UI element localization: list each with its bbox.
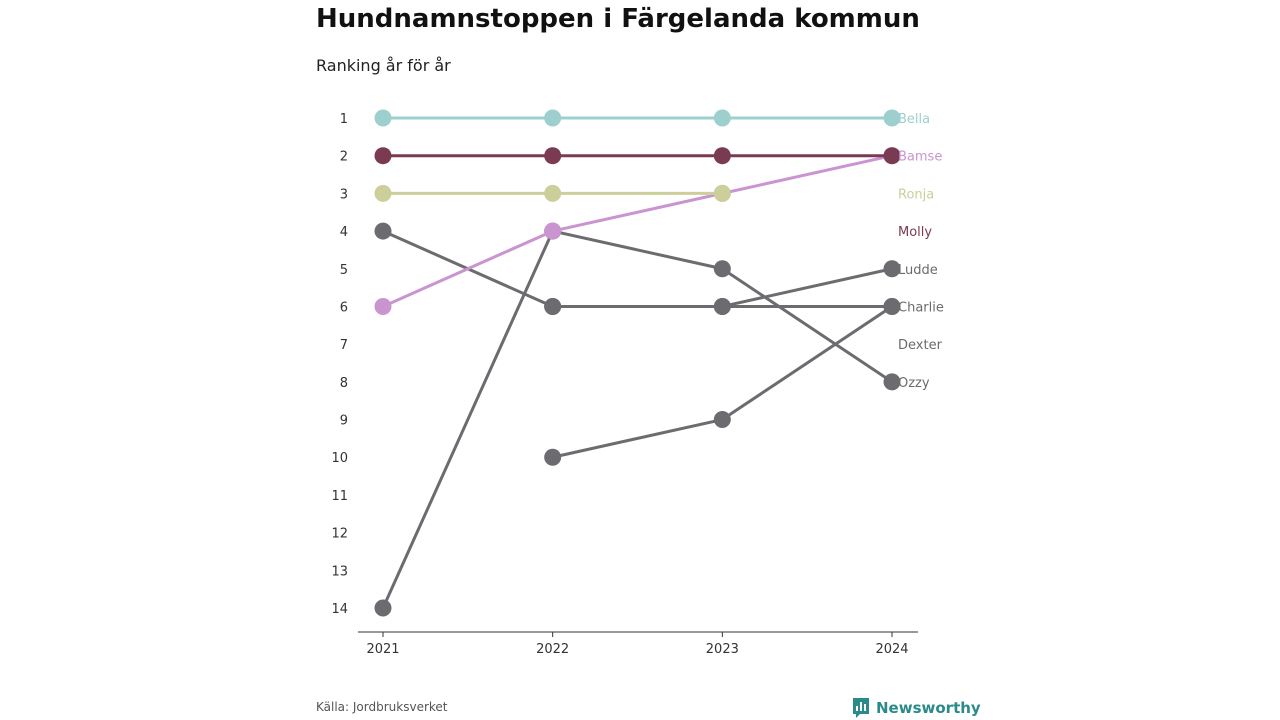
data-point bbox=[883, 373, 901, 391]
data-point bbox=[544, 222, 562, 240]
y-tick-label: 6 bbox=[340, 300, 348, 315]
data-point bbox=[544, 448, 562, 466]
x-tick-label: 2022 bbox=[536, 642, 569, 657]
series-end-label: Ludde bbox=[898, 263, 938, 278]
data-point bbox=[883, 109, 901, 127]
chart-title: Hundnamnstoppen i Färgelanda kommun bbox=[316, 4, 920, 34]
data-point bbox=[544, 184, 562, 202]
chart-subtitle: Ranking år för år bbox=[316, 56, 451, 75]
data-point bbox=[883, 147, 901, 165]
y-tick-label: 2 bbox=[340, 150, 348, 165]
data-point bbox=[713, 109, 731, 127]
y-tick-label: 11 bbox=[331, 489, 348, 504]
data-point bbox=[544, 147, 562, 165]
brand-logo: Newsworthy bbox=[852, 697, 981, 719]
series-end-label: Dexter bbox=[898, 338, 943, 353]
data-point bbox=[713, 184, 731, 202]
data-point bbox=[883, 260, 901, 278]
y-tick-label: 1 bbox=[340, 112, 348, 127]
y-tick-label: 4 bbox=[340, 225, 348, 240]
series-end-label: Ozzy bbox=[898, 376, 930, 391]
data-point bbox=[374, 109, 392, 127]
data-point bbox=[374, 222, 392, 240]
data-point bbox=[883, 297, 901, 315]
y-tick-label: 5 bbox=[340, 263, 348, 278]
x-tick-label: 2024 bbox=[875, 642, 908, 657]
y-tick-label: 3 bbox=[340, 187, 348, 202]
y-tick-label: 12 bbox=[331, 527, 348, 542]
brand-name: Newsworthy bbox=[876, 699, 981, 717]
data-point bbox=[544, 297, 562, 315]
y-tick-label: 10 bbox=[331, 451, 348, 466]
bar-chart-pin-icon bbox=[853, 698, 869, 718]
series-end-label: Bamse bbox=[898, 150, 942, 165]
y-tick-label: 8 bbox=[340, 376, 348, 391]
data-point bbox=[713, 411, 731, 429]
y-tick-label: 14 bbox=[331, 602, 348, 617]
data-point bbox=[374, 147, 392, 165]
series-end-label: Ronja bbox=[898, 187, 934, 202]
data-point bbox=[544, 109, 562, 127]
data-point bbox=[713, 147, 731, 165]
data-point bbox=[374, 297, 392, 315]
y-tick-label: 7 bbox=[340, 338, 348, 353]
series-end-label: Molly bbox=[898, 225, 932, 240]
y-tick-label: 9 bbox=[340, 414, 348, 429]
series-end-label: Charlie bbox=[898, 300, 944, 315]
y-tick-label: 13 bbox=[331, 564, 348, 579]
series-line bbox=[381, 154, 894, 308]
x-tick-label: 2021 bbox=[366, 642, 399, 657]
series-line bbox=[381, 229, 894, 308]
data-point bbox=[713, 297, 731, 315]
data-point bbox=[713, 260, 731, 278]
series-line bbox=[551, 304, 894, 459]
x-tick-label: 2023 bbox=[706, 642, 739, 657]
data-point bbox=[374, 184, 392, 202]
source-note: Källa: Jordbruksverket bbox=[316, 700, 448, 714]
data-point bbox=[374, 599, 392, 617]
series-end-label: Bella bbox=[898, 112, 930, 127]
series-line bbox=[381, 229, 894, 610]
